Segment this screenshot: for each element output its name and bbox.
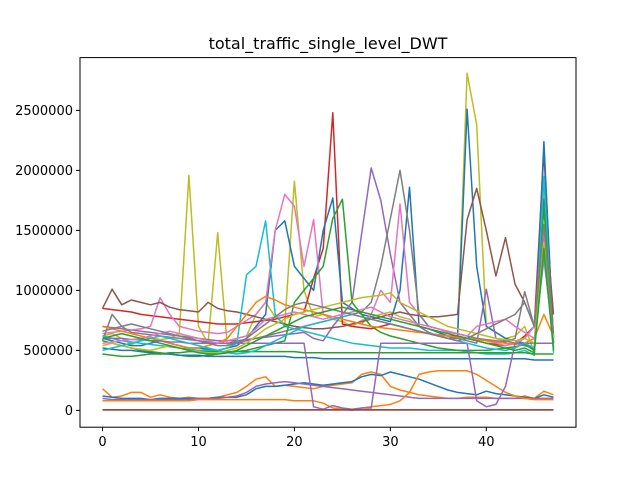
x-tick-label: 0 bbox=[98, 435, 106, 450]
x-tick-label: 40 bbox=[478, 435, 495, 450]
y-axis: 0 500000 1000000 1500000 2000000 2500000 bbox=[15, 104, 80, 419]
y-tick-label: 0 bbox=[65, 404, 73, 419]
y-tick-label: 500000 bbox=[23, 344, 73, 359]
series-line-24 bbox=[102, 247, 555, 355]
series-line-15 bbox=[102, 380, 554, 401]
series-line-1 bbox=[102, 72, 555, 354]
x-axis: 0 10 20 30 40 bbox=[98, 427, 495, 450]
series-line-16 bbox=[102, 370, 554, 412]
x-tick-label: 30 bbox=[382, 435, 399, 450]
series-line-23 bbox=[102, 223, 555, 347]
series-line-12 bbox=[102, 350, 554, 358]
y-tick-label: 1000000 bbox=[15, 284, 73, 299]
y-tick-label: 2500000 bbox=[15, 104, 73, 119]
series-line-14 bbox=[102, 371, 554, 401]
plot-frame bbox=[79, 57, 577, 428]
series-line-20 bbox=[102, 259, 555, 344]
series-line-11 bbox=[102, 347, 554, 361]
x-tick-label: 10 bbox=[190, 435, 207, 450]
series-line-10 bbox=[102, 295, 555, 349]
series-line-17 bbox=[102, 337, 554, 410]
x-tick-label: 20 bbox=[286, 435, 303, 450]
y-tick-label: 2000000 bbox=[15, 164, 73, 179]
series-line-6 bbox=[101, 187, 555, 330]
chart-title: total_traffic_single_level_DWT bbox=[209, 34, 448, 54]
series-line-22 bbox=[102, 253, 555, 355]
plot-series-group bbox=[101, 72, 555, 412]
y-tick-label: 1500000 bbox=[15, 224, 73, 239]
